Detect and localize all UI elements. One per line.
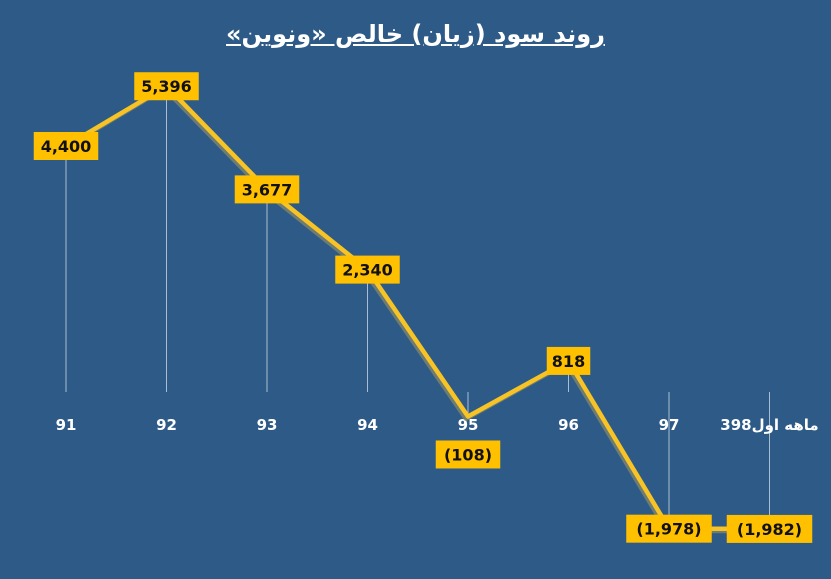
data-label: (108) — [444, 445, 492, 464]
series-line — [64, 83, 770, 532]
data-label: 3,677 — [242, 180, 293, 199]
data-label-box — [134, 72, 199, 101]
data-label: (1,982) — [737, 520, 802, 539]
x-tick-label: 96 — [558, 416, 579, 434]
series-line-shadow — [62, 85, 768, 534]
data-label-box — [726, 514, 813, 543]
data-point: (1,982) — [726, 514, 813, 543]
x-tick-label: 97 — [659, 416, 680, 434]
data-point: 3,677 — [234, 175, 300, 204]
x-tick-label: 93 — [257, 416, 278, 434]
x-tick-label: 95 — [458, 416, 479, 434]
data-point: 4,400 — [33, 132, 99, 160]
data-label: 5,396 — [141, 77, 192, 96]
x-tick-label: 94 — [357, 416, 378, 434]
data-point: 5,396 — [134, 72, 199, 101]
data-point: 818 — [546, 346, 591, 375]
data-label-box — [435, 440, 501, 469]
data-label-box — [33, 132, 99, 160]
x-tick-label: 3ماهه اول98 — [720, 416, 818, 434]
data-label: (1,978) — [636, 520, 701, 539]
chart-title: روند سود (زیان) خالص «ونوین» — [226, 20, 605, 48]
data-label: 2,340 — [342, 261, 393, 280]
data-label-box — [234, 175, 300, 204]
data-point: 2,340 — [335, 255, 400, 284]
data-label-box — [335, 255, 400, 284]
x-tick-label: 92 — [156, 416, 177, 434]
data-label: 818 — [552, 352, 585, 371]
data-point: (1,978) — [626, 514, 712, 543]
data-label-box — [626, 514, 712, 543]
data-point: (108) — [435, 440, 501, 469]
data-label: 4,400 — [41, 137, 92, 156]
x-tick-label: 91 — [56, 416, 77, 434]
data-label-box — [546, 346, 591, 375]
